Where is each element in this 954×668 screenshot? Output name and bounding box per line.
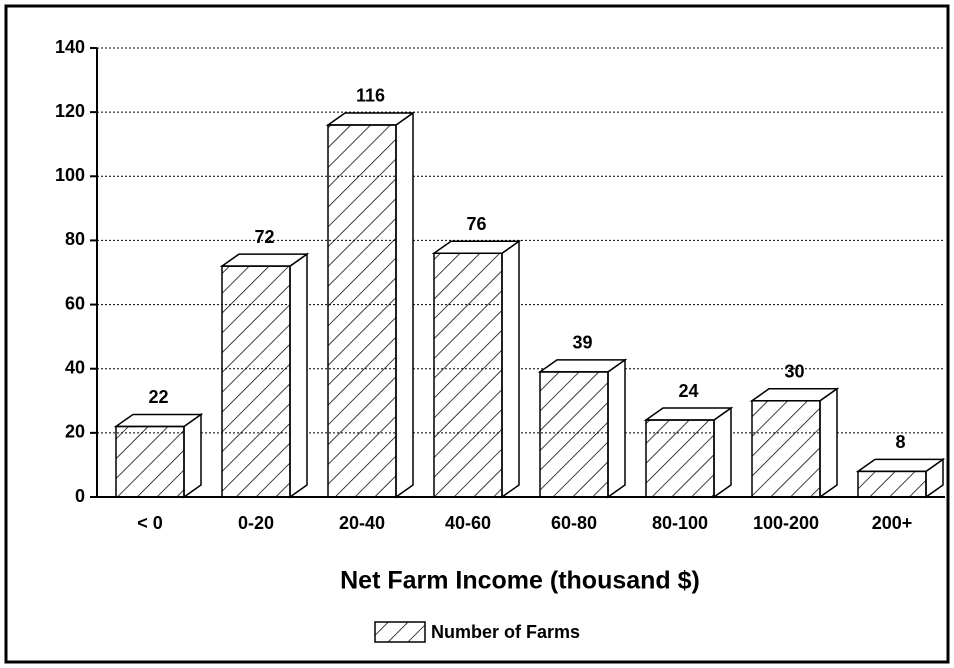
data-label: 72 [254, 227, 274, 247]
data-label: 8 [895, 432, 905, 452]
x-axis-label: Net Farm Income (thousand $) [340, 567, 700, 595]
y-tick-label: 80 [65, 229, 85, 249]
bar-side [713, 406, 732, 499]
x-tick-label: 40-60 [445, 513, 491, 533]
x-tick-label: 80-100 [652, 513, 708, 533]
y-tick-label: 0 [75, 486, 85, 506]
legend-label: Number of Farms [431, 622, 580, 642]
y-tick-label: 100 [55, 165, 85, 185]
x-tick-label: 200+ [872, 513, 913, 533]
data-label: 39 [572, 333, 592, 353]
y-tick-label: 140 [55, 37, 85, 57]
x-tick-label: 60-80 [551, 513, 597, 533]
bar [327, 124, 397, 498]
bar-side [607, 358, 626, 499]
bar [221, 265, 291, 498]
x-tick-label: < 0 [137, 513, 163, 533]
bar-side [289, 252, 308, 499]
y-tick-label: 60 [65, 293, 85, 313]
y-tick-label: 40 [65, 357, 85, 377]
x-tick-label: 100-200 [753, 513, 819, 533]
frame [4, 4, 950, 664]
data-label: 116 [356, 86, 385, 106]
legend-swatch [374, 621, 426, 643]
bar [539, 371, 609, 498]
x-tick-label: 0-20 [238, 513, 274, 533]
bar [857, 470, 927, 498]
data-label: 22 [148, 387, 168, 407]
data-label: 24 [678, 381, 698, 401]
bar-side [501, 239, 520, 499]
data-label: 30 [784, 362, 804, 382]
bar [433, 252, 503, 498]
bar-side [819, 387, 838, 499]
data-label: 76 [466, 214, 486, 234]
bar-side [395, 111, 414, 499]
bar [645, 419, 715, 498]
bar-side [183, 412, 202, 499]
bar [751, 400, 821, 498]
x-tick-label: 20-40 [339, 513, 385, 533]
y-tick-label: 20 [65, 422, 85, 442]
bar [115, 425, 185, 498]
y-tick-label: 120 [55, 101, 85, 121]
